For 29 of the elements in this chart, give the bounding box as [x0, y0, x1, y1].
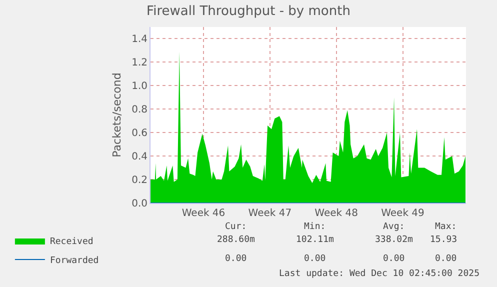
x-tick-label: Week 48: [314, 208, 358, 219]
text: Avg:: [383, 222, 405, 232]
y-tick-label: 0.2: [132, 175, 148, 186]
y-axis-title: Packets/second: [110, 72, 124, 158]
text: Max:: [435, 222, 457, 232]
y-tick-label: 0.4: [132, 152, 148, 163]
y-tick-label: 1.4: [132, 34, 148, 46]
y-tick-label: 1.2: [132, 58, 148, 69]
text: 102.11m: [296, 235, 334, 245]
text: 0.00: [225, 254, 247, 264]
text: Cur:: [225, 222, 247, 232]
text: 0.00: [304, 254, 326, 264]
y-tick-label: 0.0: [132, 198, 148, 210]
text: 338.02m: [375, 235, 413, 245]
x-tick-label: Week 47: [248, 208, 292, 219]
y-tick-label: 1.0: [132, 81, 148, 92]
x-tick-label: Week 46: [182, 208, 226, 219]
text: 0.00: [383, 254, 405, 264]
text: 0.00: [435, 254, 457, 264]
text: Min:: [304, 222, 326, 232]
text: 15.93: [430, 235, 458, 245]
y-tick-label: 0.6: [132, 128, 148, 140]
text: Last update: Wed Dec 10 02:45:00 2025: [279, 269, 480, 279]
legend-label: Forwarded: [50, 256, 99, 266]
x-tick-label: Week 49: [381, 208, 424, 219]
text: 288.60m: [217, 235, 255, 245]
legend-label: Received: [50, 237, 94, 248]
y-tick-label: 0.8: [132, 104, 148, 116]
chart-title: Firewall Throughput - by month: [146, 4, 350, 20]
